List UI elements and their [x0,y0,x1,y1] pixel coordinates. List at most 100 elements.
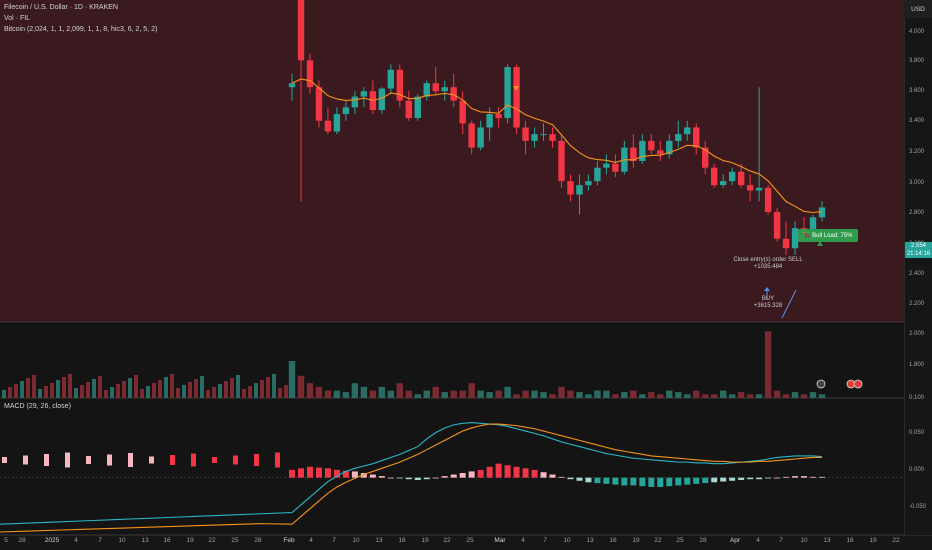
candle-body [378,88,386,111]
volume-bar [657,394,664,398]
candle-body [549,134,556,141]
volume-bar [218,384,222,398]
time-tick: 4 [521,537,525,544]
price-tick: 3.600 [909,88,925,94]
candle-body [414,96,421,119]
time-tick: 22 [443,537,451,544]
volume-bar [50,383,54,398]
candle-body [558,140,565,182]
macd-hist-bar [720,477,727,482]
volume-bar [116,384,120,398]
currency-label[interactable]: USD [904,0,932,18]
macd-hist-bar [810,476,817,478]
macd-hist-bar [801,476,808,478]
macd-hist-bar [351,471,358,478]
candle-body [746,185,754,191]
volume-bar [333,390,341,398]
macd-hist-bar [191,453,196,467]
candle-body [531,134,538,141]
volume-bar [351,383,359,398]
time-tick: 2025 [44,537,60,544]
buy-annotation: BUY +3615.328 [754,296,783,310]
candle-body [773,211,781,239]
candle-body [486,114,493,128]
macd-hist-bar [405,477,412,480]
volume-bar [110,387,114,398]
candle-body [809,217,817,235]
volume-bar [648,392,655,398]
macd-hist-bar [342,470,349,478]
time-tick: 16 [609,537,617,544]
bull-icon: 🐂 [803,233,813,239]
macd-hist-bar [86,456,91,464]
macd-hist-bar [387,477,394,479]
macd-hist-bar [729,477,736,481]
volume-bar [62,377,66,398]
macd-hist-bar [233,455,238,465]
time-tick: 22 [208,537,216,544]
volume-bar [212,387,216,398]
volume-bar [818,394,826,398]
candle-body [639,140,646,161]
time-tick: 10 [563,537,571,544]
volume-bar [134,375,138,398]
volume-bar [495,390,502,398]
price-axis[interactable]: 4.0003.8003.6003.4003.2003.0002.8002.600… [904,0,932,535]
symbol-title[interactable]: Filecoin / U.S. Dollar · 1D · KRAKEN [4,4,118,11]
macd-hist-bar [396,477,403,479]
macd-hist-bar [567,477,574,480]
volume-bar [549,394,556,398]
volume-bar [809,392,817,398]
volume-bar [773,390,781,398]
signal-line [0,423,822,533]
volume-legend[interactable]: Vol · FIL [4,15,31,22]
price-tick: 2.000 [909,331,925,337]
time-tick: 25 [466,537,474,544]
candle-body [405,100,412,119]
volume-bar [158,380,162,398]
volume-bar [702,394,709,398]
volume-bar [170,374,174,398]
bull-load-text: Bull Load: 75% [812,233,853,239]
candle-body [333,114,341,132]
indicator-legend[interactable]: Bitcoin (2,024, 1, 1, 2,099, 1, 1, 8, hi… [4,26,158,33]
macd-legend[interactable]: MACD (29, 26, close) [4,403,71,410]
volume-bar [450,390,457,398]
candle-body [468,123,475,148]
volume-bar [639,394,646,398]
candle-body [612,163,619,172]
volume-bar [122,381,126,398]
volume-bar [693,390,700,398]
bull-load-badge: 🐂 Bull Load: 75% [798,229,858,242]
macd-hist-bar [378,476,385,478]
volume-bar [459,390,466,398]
time-tick: Apr [729,537,741,544]
candle-body [684,127,691,135]
candle-body [818,207,826,218]
candle-body [675,134,682,141]
event-icon [853,379,863,389]
macd-hist-bar [531,469,538,478]
volume-bar [152,383,156,398]
macd-hist-bar [275,452,280,468]
candle-body [719,181,727,186]
macd-hist-bar [621,477,628,486]
moving-average-line [291,78,823,214]
volume-bar [236,375,240,398]
volume-bar [684,394,691,398]
candle-body [630,147,637,161]
volume-bar [737,392,745,398]
candle-body [791,228,799,249]
time-tick: 7 [779,537,783,544]
macd-hist-bar [297,468,304,478]
candle-body [702,147,709,168]
volume-bar [432,386,439,398]
volume-bar [666,390,673,398]
volume-bar [206,390,210,398]
macd-hist-bar [765,477,772,479]
time-tick: 10 [118,537,126,544]
macd-hist-bar [477,469,484,478]
volume-bar [504,386,511,398]
volume-bar [266,377,270,398]
